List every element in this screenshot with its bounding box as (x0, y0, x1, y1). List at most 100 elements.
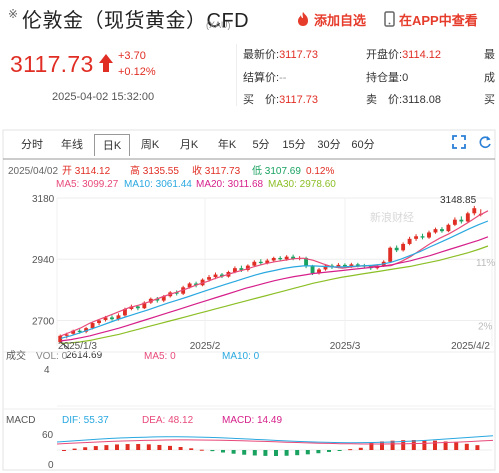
macd-bar (72, 448, 77, 450)
macd-bar (210, 450, 215, 452)
chart-panel: 2025/04/02 开 3114.12 高 3135.55 收 3117.73 低 3… (0, 126, 499, 473)
candle-body (97, 320, 101, 324)
macd-bar (348, 449, 353, 451)
candle-body (207, 277, 211, 280)
macd-bar (327, 450, 331, 452)
macd-bar (454, 442, 459, 450)
candle-body (58, 335, 63, 343)
current-price: 3117.73 (10, 51, 94, 77)
candle-body (71, 330, 76, 334)
page-title: 伦敦金（现货黄金）CFD (22, 10, 250, 32)
dif-line (56, 435, 494, 444)
vol-title: 成交 (6, 349, 26, 362)
candle-body (407, 238, 412, 244)
fire-icon (298, 12, 308, 26)
macd-bar (433, 440, 437, 450)
macd-bar (358, 447, 363, 450)
info-ma30: MA30: 2978.60 (268, 179, 336, 190)
macd-bar (146, 444, 151, 450)
tab-30min[interactable]: 30分 (317, 139, 341, 151)
macd-bar (369, 442, 374, 450)
quote-datetime: 2025-04-02 15:32:00 (52, 91, 155, 103)
tab-monthly-k[interactable]: 月K (179, 139, 199, 151)
candle-body (355, 264, 360, 266)
tab-15min[interactable]: 15分 (282, 139, 306, 151)
divider (236, 44, 237, 106)
macd-bar (83, 447, 88, 450)
tab-weekly-k[interactable]: 周K (140, 139, 160, 151)
macd-bar (464, 443, 469, 450)
macd-axis-label: 60 (42, 430, 54, 441)
candle-body (116, 315, 121, 320)
info-ma10: MA10: 3061.44 (124, 179, 192, 190)
chart-frame (2, 129, 496, 471)
candle-body (64, 334, 69, 336)
macd-axis-zero: 0 (48, 460, 54, 471)
candle-body (110, 317, 114, 320)
macd-bar (443, 441, 448, 450)
macd-dea: DEA: 48.12 (142, 415, 194, 426)
candle-body (472, 208, 477, 214)
candle-body (452, 219, 457, 225)
candle-body (433, 229, 438, 233)
macd-bar (62, 450, 66, 451)
candle-body (317, 269, 321, 274)
candle-body (446, 224, 451, 232)
candle-body (342, 264, 347, 267)
tab-5min[interactable]: 5分 (252, 139, 270, 151)
x-tick-label: 2025/3 (330, 341, 361, 352)
add-favorite-button[interactable]: 添加自选 (296, 8, 366, 30)
macd-bar (231, 450, 236, 454)
macd-bar (168, 445, 172, 450)
macd-value: MACD: 14.49 (222, 415, 282, 426)
candle-body (129, 306, 134, 309)
candle-body (459, 219, 464, 222)
macd-bar (263, 450, 268, 456)
candle-body (388, 247, 393, 262)
macd-bar (115, 444, 119, 450)
title-symbol: (XAU) (206, 20, 231, 30)
macd-bar (93, 446, 98, 450)
candle-body (220, 274, 224, 277)
title-bar: ※ 伦敦金（现货黄金）CFD (XAU) 添加自选 在APP中查看 (0, 0, 499, 36)
macd-bar (157, 444, 162, 450)
pct-tick-label: 11% (476, 258, 495, 269)
vol-value: VOL: 0 (36, 351, 68, 362)
candle-body (278, 257, 283, 260)
candle-body (135, 306, 140, 309)
macd-dif: DIF: 55.37 (62, 415, 109, 426)
max-price-label: 3148.85 (440, 195, 477, 206)
candle-body (271, 257, 276, 261)
candle-body (174, 292, 179, 294)
candle-body (465, 213, 470, 222)
macd-bar (284, 450, 289, 456)
macd-bar (390, 440, 395, 450)
tab-yearly-k[interactable]: 年K (217, 139, 237, 151)
open-interest-field: 持仓量:0 (366, 72, 409, 84)
candle-body (252, 261, 257, 266)
y-tick-label: 2700 (32, 316, 55, 327)
truncated-field-3: 买 (484, 94, 495, 106)
arrow-up-icon (99, 54, 113, 72)
open-price-field: 开盘价:3114.12 (366, 49, 442, 61)
view-in-app-button[interactable]: 在APP中查看 (384, 8, 478, 30)
candle-body (349, 264, 354, 267)
watermark: 新浪财经 (370, 210, 414, 224)
y-tick-label: 2940 (32, 255, 55, 266)
ma20-line (60, 236, 489, 342)
pct-tick-label: 2% (478, 322, 493, 333)
tab-yearline[interactable]: 年线 (61, 139, 83, 151)
candle-body (394, 247, 399, 251)
tab-daily-k[interactable]: 日K (94, 134, 130, 156)
candle-body (142, 302, 147, 309)
fullscreen-icon[interactable] (452, 135, 466, 149)
refresh-icon[interactable] (478, 135, 492, 149)
tab-intraday[interactable]: 分时 (21, 139, 43, 151)
kline-chart[interactable]: 2025/04/02 开 3114.12 高 3135.55 收 3117.73 低 3… (0, 126, 499, 473)
tab-60min[interactable]: 60分 (351, 139, 375, 151)
candle-body (187, 283, 192, 288)
x-tick-label: 2025/1/3 (58, 341, 97, 352)
candle-body (304, 257, 309, 267)
candle-body (265, 260, 270, 264)
info-high: 高 3135.55 (130, 164, 179, 177)
